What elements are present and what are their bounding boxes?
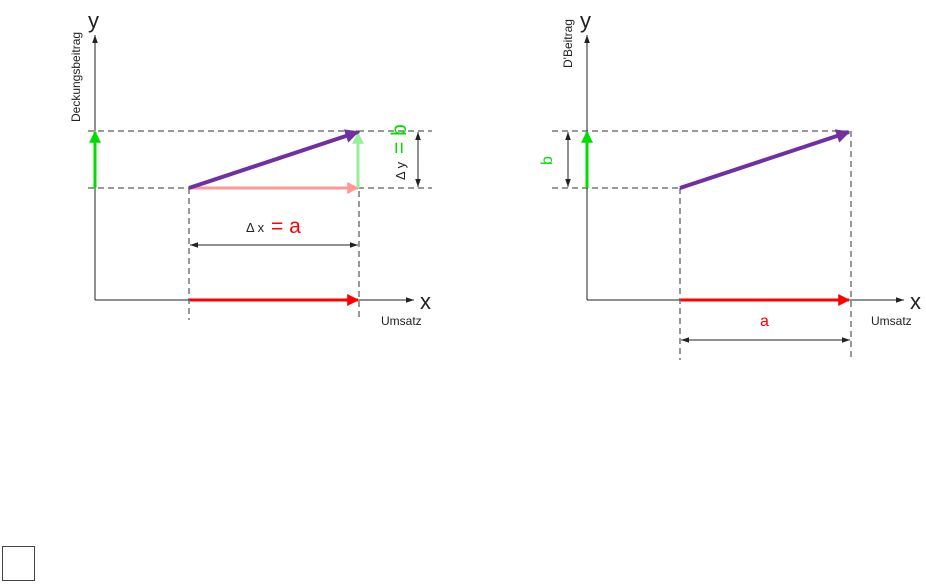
right-x-axis-label: Umsatz [871,314,912,328]
empty-box [2,546,35,581]
right-diagram: y D'Beitrag x Umsatz b a [539,8,921,360]
right-y-axis-label: D'Beitrag [561,19,575,68]
right-x-letter: x [910,289,921,314]
left-delta-y-group: Δ y = b [388,124,411,180]
right-purple-arrow [679,129,851,190]
right-y-letter: y [580,8,591,33]
left-x-letter: x [420,289,431,314]
left-purple-arrow [188,129,360,190]
left-delta-y-equals-b: = b [388,124,411,154]
right-b-label: b [539,156,556,165]
left-y-letter: y [88,8,99,33]
left-delta-x-label: Δ x [246,220,265,235]
left-delta-x-equals-a: = a [271,215,301,238]
left-diagram: y Deckungsbeitrag x Umsatz Δ x = a Δ y =… [69,8,432,328]
left-x-axis-label: Umsatz [381,314,422,328]
right-a-label: a [760,313,769,330]
left-delta-y-label: Δ y [393,161,408,180]
right-dashed-guides [552,130,852,360]
left-y-axis-label: Deckungsbeitrag [69,32,83,122]
